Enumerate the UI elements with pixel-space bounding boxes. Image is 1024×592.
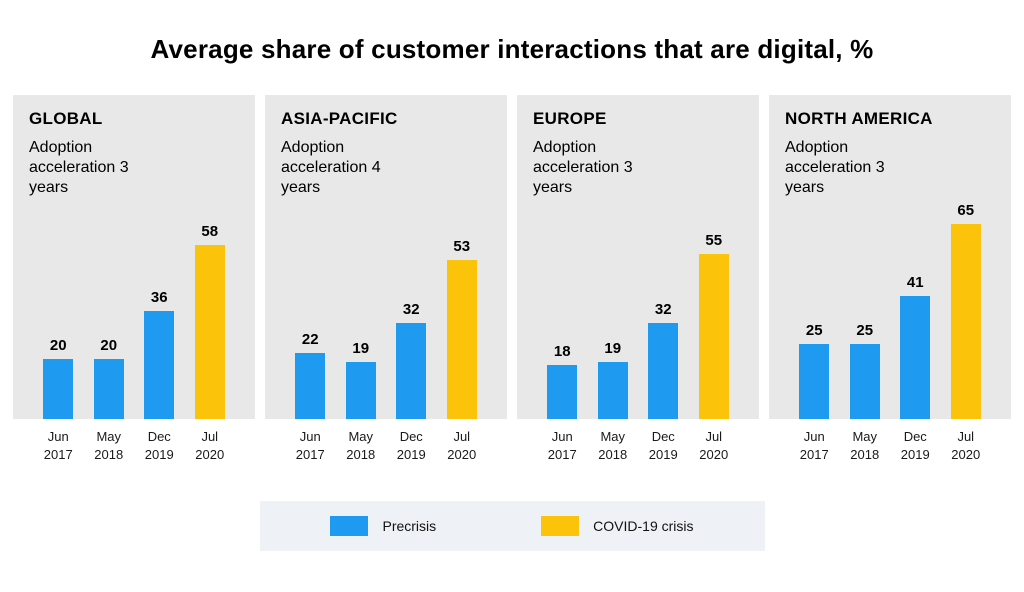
bar (144, 311, 175, 419)
x-tick-label: Jun 2017 (43, 429, 73, 462)
bar-value-label: 58 (201, 223, 219, 240)
chart-panel: NORTH AMERICA Adoption acceleration 3 yea… (769, 95, 1011, 463)
panel-title: GLOBAL (29, 109, 103, 128)
panel-subtitle: Adoption acceleration 3 years (29, 139, 129, 196)
legend: Precrisis COVID-19 crisis (259, 501, 765, 552)
panel-plot-area: NORTH AMERICA Adoption acceleration 3 yea… (769, 95, 1011, 419)
bar (648, 323, 679, 419)
bar-value-label: 20 (100, 337, 118, 354)
bar-value-label: 18 (553, 343, 571, 360)
x-tick-label: May 2018 (598, 429, 628, 462)
bar-value-label: 19 (604, 340, 622, 357)
bar (194, 245, 225, 419)
bars-group: 18 19 32 55 (533, 232, 743, 419)
x-tick-label: May 2018 (850, 429, 880, 462)
bar-group: 32 (638, 301, 689, 419)
bar-group: 41 (890, 274, 941, 419)
legend-label-covid: COVID-19 crisis (593, 518, 694, 535)
x-tick-label: Dec 2019 (144, 429, 174, 462)
x-tick-label: Jul 2020 (195, 429, 225, 462)
x-tick-label: Jun 2017 (799, 429, 829, 462)
precrisis-swatch (330, 516, 369, 537)
bar-group: 18 (537, 343, 588, 419)
x-tick-label: Jun 2017 (547, 429, 577, 462)
chart-panel: ASIA-PACIFIC Adoption acceleration 4 year… (265, 95, 507, 463)
panel-subtitle: Adoption acceleration 3 years (533, 139, 633, 196)
bar-group: 25 (840, 322, 891, 419)
bar-value-label: 53 (453, 238, 471, 255)
panel-title: ASIA-PACIFIC (281, 109, 398, 128)
x-axis-labels: Jun 2017 May 2018 Dec 2019 Jul 2020 (13, 419, 255, 463)
x-tick-label: Dec 2019 (900, 429, 930, 462)
bar (345, 362, 376, 419)
bar-group: 20 (33, 337, 84, 419)
bar-group: 36 (134, 289, 185, 419)
panel-subtitle: Adoption acceleration 4 years (281, 139, 381, 196)
x-tick-label: Dec 2019 (396, 429, 426, 462)
x-tick-label: Dec 2019 (648, 429, 678, 462)
legend-label-precrisis: Precrisis (382, 518, 437, 535)
bar-value-label: 65 (957, 202, 975, 219)
bar (547, 365, 578, 419)
bars-group: 25 25 41 65 (785, 202, 995, 419)
bar-group: 58 (185, 223, 236, 419)
bar-value-label: 32 (654, 301, 672, 318)
chart-panel: EUROPE Adoption acceleration 3 years 18 19 3… (517, 95, 759, 463)
bar-group: 22 (285, 331, 336, 419)
bar-group: 65 (941, 202, 992, 419)
chart-panel: GLOBAL Adoption acceleration 3 years 20 20 3… (13, 95, 255, 463)
bars-group: 22 19 32 53 (281, 238, 491, 419)
x-tick-label: Jul 2020 (447, 429, 477, 462)
x-tick-label: Jun 2017 (295, 429, 325, 462)
x-tick-label: May 2018 (346, 429, 376, 462)
bar (950, 224, 981, 419)
bar (849, 344, 880, 419)
panel-title: NORTH AMERICA (785, 109, 933, 128)
bar-group: 19 (336, 340, 387, 419)
panels-row: GLOBAL Adoption acceleration 3 years 20 20 3… (13, 95, 1011, 463)
x-axis-labels: Jun 2017 May 2018 Dec 2019 Jul 2020 (769, 419, 1011, 463)
bar-group: 19 (588, 340, 639, 419)
bar-group: 55 (689, 232, 740, 419)
bar-group: 25 (789, 322, 840, 419)
legend-item-precrisis: Precrisis (330, 516, 437, 537)
bar (396, 323, 427, 419)
bar-group: 20 (84, 337, 135, 419)
bars-group: 20 20 36 58 (29, 223, 239, 419)
bar (900, 296, 931, 419)
bar-value-label: 32 (402, 301, 420, 318)
bar (43, 359, 74, 419)
panel-subtitle: Adoption acceleration 3 years (785, 139, 885, 196)
bar-group: 32 (386, 301, 437, 419)
covid-swatch (541, 516, 580, 537)
bar-value-label: 41 (906, 274, 924, 291)
bar-value-label: 19 (352, 340, 370, 357)
x-axis-labels: Jun 2017 May 2018 Dec 2019 Jul 2020 (265, 419, 507, 463)
bar (698, 254, 729, 419)
bar-group: 53 (437, 238, 488, 419)
bar (446, 260, 477, 419)
x-tick-label: Jul 2020 (699, 429, 729, 462)
legend-item-covid: COVID-19 crisis (541, 516, 694, 537)
bar (295, 353, 326, 419)
panel-plot-area: GLOBAL Adoption acceleration 3 years 20 20 3… (13, 95, 255, 419)
x-tick-label: Jul 2020 (951, 429, 981, 462)
bar-value-label: 55 (705, 232, 723, 249)
bar (597, 362, 628, 419)
bar-value-label: 36 (150, 289, 168, 306)
x-axis-labels: Jun 2017 May 2018 Dec 2019 Jul 2020 (517, 419, 759, 463)
bar-value-label: 25 (805, 322, 823, 339)
x-tick-label: May 2018 (94, 429, 124, 462)
panel-title: EUROPE (533, 109, 607, 128)
bar-value-label: 22 (301, 331, 319, 348)
chart-title: Average share of customer interactions t… (150, 34, 874, 64)
bar (93, 359, 124, 419)
panel-plot-area: EUROPE Adoption acceleration 3 years 18 19 3… (517, 95, 759, 419)
panel-plot-area: ASIA-PACIFIC Adoption acceleration 4 year… (265, 95, 507, 419)
bar (799, 344, 830, 419)
bar-value-label: 25 (856, 322, 874, 339)
bar-value-label: 20 (49, 337, 67, 354)
